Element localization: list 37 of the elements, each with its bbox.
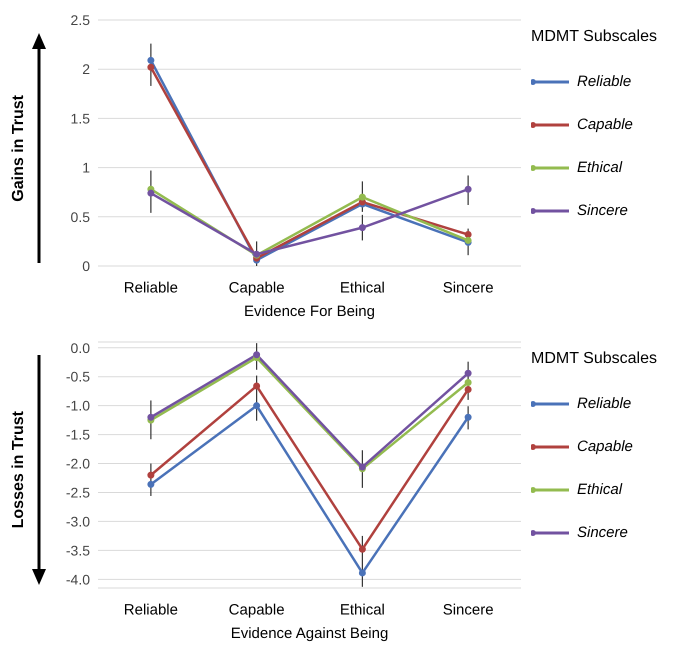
legend-label: Capable bbox=[577, 438, 633, 455]
x-tick-label: Capable bbox=[228, 280, 285, 297]
legend-label: Ethical bbox=[577, 159, 622, 176]
y-tick-label: 0.5 bbox=[70, 208, 90, 225]
legend-label: Sincere bbox=[577, 524, 628, 541]
y-tick-label: 1 bbox=[82, 160, 90, 176]
y-tick-label: 1.5 bbox=[70, 110, 90, 126]
y-tick-label: -1.0 bbox=[66, 398, 90, 414]
x-axis-title: Evidence Against Being bbox=[230, 625, 388, 642]
y-tick-label: 0 bbox=[82, 258, 90, 274]
x-tick-label: Capable bbox=[228, 602, 285, 619]
legend-label: Ethical bbox=[577, 481, 622, 498]
y-tick-label: 2.5 bbox=[70, 12, 90, 28]
y-tick-label: -4.0 bbox=[66, 571, 90, 588]
legend-title: MDMT Subscales bbox=[531, 350, 658, 368]
y-tick-label: -2.5 bbox=[66, 484, 90, 500]
x-tick-label: Sincere bbox=[442, 602, 494, 619]
y-tick-label: -3.5 bbox=[66, 542, 90, 558]
legend-title: MDMT Subscales bbox=[531, 28, 658, 46]
legend-label: Reliable bbox=[577, 395, 632, 412]
y-tick-label: -1.5 bbox=[66, 426, 90, 443]
y-tick-label: -3.0 bbox=[66, 513, 90, 530]
legend-label: Sincere bbox=[577, 202, 628, 219]
x-axis-title: Evidence For Being bbox=[244, 303, 375, 320]
x-tick-label: Sincere bbox=[442, 280, 494, 297]
x-tick-label: Reliable bbox=[124, 602, 178, 619]
legend-label: Capable bbox=[577, 116, 633, 133]
y-tick-label: 2 bbox=[82, 61, 90, 78]
legend-label: Reliable bbox=[577, 73, 632, 90]
x-tick-label: Ethical bbox=[340, 602, 385, 619]
x-tick-label: Reliable bbox=[124, 280, 178, 297]
y-tick-label: -0.5 bbox=[66, 368, 90, 385]
x-tick-label: Ethical bbox=[340, 280, 385, 297]
y-axis-title: Gains in Trust bbox=[10, 94, 28, 202]
y-tick-label: -2.0 bbox=[66, 456, 90, 472]
y-tick-label: 0.0 bbox=[70, 340, 90, 356]
y-axis-title: Losses in Trust bbox=[10, 411, 28, 529]
